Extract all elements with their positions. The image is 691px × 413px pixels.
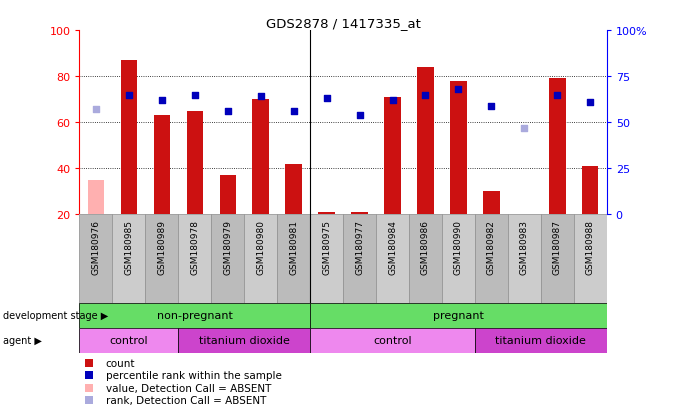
Bar [211, 215, 244, 303]
Point [84, 360, 95, 366]
Text: GSM180978: GSM180978 [190, 219, 199, 274]
Point [156, 97, 167, 104]
Text: rank, Detection Call = ABSENT: rank, Detection Call = ABSENT [106, 396, 266, 406]
Bar [178, 328, 310, 353]
Text: GSM180988: GSM180988 [586, 219, 595, 274]
Title: GDS2878 / 1417335_at: GDS2878 / 1417335_at [265, 17, 421, 30]
Point [486, 103, 497, 109]
Bar [442, 215, 475, 303]
Text: GSM180980: GSM180980 [256, 219, 265, 274]
Bar [351, 212, 368, 215]
Point [551, 92, 562, 99]
Text: GSM180985: GSM180985 [124, 219, 133, 274]
Text: GSM180984: GSM180984 [388, 219, 397, 274]
Bar [417, 68, 434, 215]
Text: GSM180975: GSM180975 [322, 219, 331, 274]
Bar [187, 112, 203, 215]
Text: control: control [110, 336, 148, 346]
Text: control: control [373, 336, 412, 346]
Point [91, 107, 102, 113]
Text: GSM180982: GSM180982 [487, 219, 496, 274]
Text: GSM180989: GSM180989 [158, 219, 167, 274]
Bar [549, 79, 565, 215]
Bar [384, 97, 401, 215]
Text: GSM180983: GSM180983 [520, 219, 529, 274]
Text: GSM180990: GSM180990 [454, 219, 463, 274]
Point [189, 92, 200, 99]
Text: titanium dioxide: titanium dioxide [199, 336, 290, 346]
Bar [79, 303, 310, 328]
Bar [145, 215, 178, 303]
Point [84, 397, 95, 404]
Bar [310, 303, 607, 328]
Point [354, 112, 365, 119]
Bar [574, 215, 607, 303]
Bar [310, 328, 475, 353]
Point [321, 96, 332, 102]
Bar [277, 215, 310, 303]
Point [387, 97, 398, 104]
Bar [475, 328, 607, 353]
Bar [450, 81, 466, 215]
Bar [153, 116, 170, 215]
Point [288, 109, 299, 115]
Bar [376, 215, 409, 303]
Bar [178, 215, 211, 303]
Bar [319, 212, 335, 215]
Text: percentile rank within the sample: percentile rank within the sample [106, 370, 282, 380]
Bar [121, 61, 137, 215]
Bar [113, 215, 145, 303]
Bar [79, 328, 178, 353]
Bar [220, 176, 236, 215]
Bar [508, 215, 541, 303]
Text: value, Detection Call = ABSENT: value, Detection Call = ABSENT [106, 383, 271, 393]
Point [255, 94, 266, 100]
Point [84, 385, 95, 391]
Text: titanium dioxide: titanium dioxide [495, 336, 586, 346]
Point [223, 109, 234, 115]
Bar [475, 215, 508, 303]
Text: GSM180979: GSM180979 [223, 219, 232, 274]
Bar [252, 100, 269, 215]
Text: GSM180976: GSM180976 [91, 219, 100, 274]
Bar [285, 164, 302, 215]
Bar [310, 215, 343, 303]
Bar [244, 215, 277, 303]
Text: non-pregnant: non-pregnant [157, 311, 233, 321]
Text: agent ▶: agent ▶ [3, 336, 42, 346]
Bar [483, 192, 500, 215]
Point [124, 92, 135, 99]
Point [519, 125, 530, 132]
Bar [79, 215, 113, 303]
Text: GSM180981: GSM180981 [289, 219, 298, 274]
Point [585, 99, 596, 106]
Bar [343, 215, 376, 303]
Text: count: count [106, 358, 135, 368]
Bar [88, 180, 104, 215]
Text: GSM180986: GSM180986 [421, 219, 430, 274]
Bar [582, 166, 598, 215]
Text: pregnant: pregnant [433, 311, 484, 321]
Point [453, 86, 464, 93]
Text: GSM180977: GSM180977 [355, 219, 364, 274]
Bar [541, 215, 574, 303]
Bar [409, 215, 442, 303]
Point [420, 92, 431, 99]
Text: GSM180987: GSM180987 [553, 219, 562, 274]
Text: development stage ▶: development stage ▶ [3, 311, 108, 321]
Point [84, 372, 95, 379]
